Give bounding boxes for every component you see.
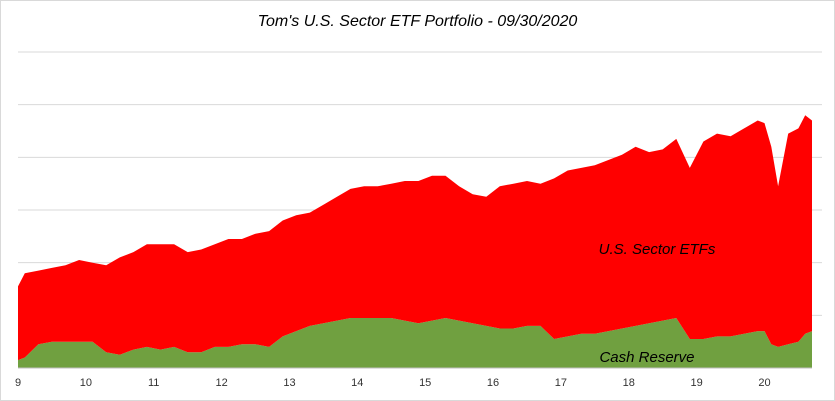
x-tick-label: 17	[555, 377, 567, 389]
x-axis-ticks: 9 10 11 12 13 14 15 16 17 18 19 20	[15, 377, 771, 389]
x-tick-label: 16	[487, 377, 499, 389]
series-areas	[18, 115, 812, 369]
annotation-us-sector-etfs: U.S. Sector ETFs	[599, 241, 716, 258]
x-tick-label: 14	[351, 377, 363, 389]
x-tick-label: 13	[283, 377, 295, 389]
x-tick-label: 15	[419, 377, 431, 389]
x-tick-label: 18	[623, 377, 635, 389]
series-area-u-s-sector-etfs	[18, 115, 812, 361]
x-tick-label: 9	[15, 377, 21, 389]
x-tick-label: 19	[690, 377, 702, 389]
annotation-cash-reserve: Cash Reserve	[599, 349, 694, 366]
chart-title: Tom's U.S. Sector ETF Portfolio - 09/30/…	[257, 13, 578, 30]
x-tick-label: 12	[215, 377, 227, 389]
series-area-cash-reserve	[18, 318, 812, 368]
x-tick-label: 20	[758, 377, 770, 389]
x-tick-label: 11	[148, 377, 159, 389]
x-tick-label: 10	[80, 377, 92, 389]
